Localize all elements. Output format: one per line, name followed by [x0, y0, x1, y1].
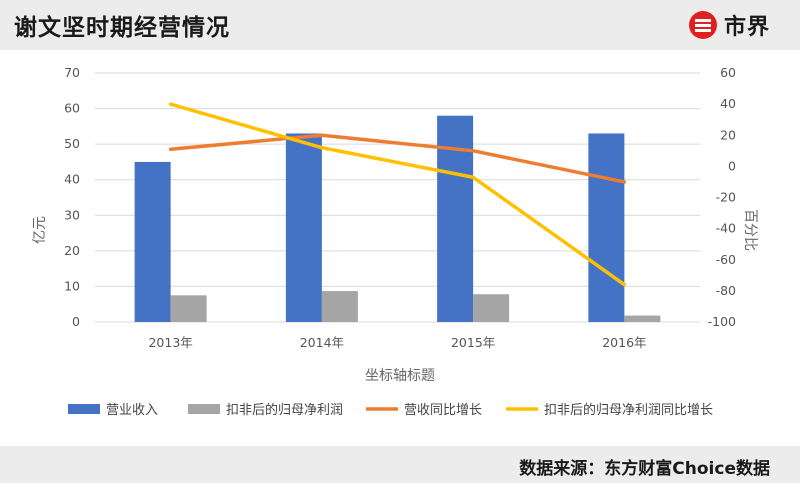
y-axis-title: 亿元 [32, 216, 48, 244]
point-profit-growth-0 [169, 102, 173, 106]
point-profit-growth-3 [622, 283, 626, 287]
point-revenue-growth-0 [169, 147, 173, 151]
point-profit-growth-2 [471, 175, 475, 179]
legend-label-2: 营收同比增长 [404, 403, 482, 418]
header-bar: 谢文坚时期经营情况 市界 [0, 0, 800, 50]
y2-tick-label-7: 40 [720, 96, 736, 111]
legend-label-0: 营业收入 [106, 403, 158, 418]
y2-tick-label-4: -20 [716, 190, 736, 205]
line-revenue-growth [168, 133, 627, 184]
x-tick-label-2: 2015年 [451, 335, 495, 350]
point-revenue-growth-1 [320, 133, 324, 137]
bar-profit-3 [624, 315, 661, 322]
y2-tick-label-6: 20 [720, 127, 736, 142]
y-tick-label-7: 70 [64, 65, 80, 80]
legend-label-1: 扣非后的归母净利润 [226, 402, 343, 418]
x-axis-ticks: 2013年 2014年 2015年 2016年 [148, 335, 646, 350]
brand-icon [688, 11, 717, 39]
footer-bar: 数据来源：东方财富Choice数据 [0, 446, 800, 483]
y-tick-label-5: 50 [64, 136, 80, 151]
y-tick-label-3: 30 [64, 207, 80, 222]
y2-tick-label-3: -40 [716, 221, 736, 236]
y2-axis-title: 百分比 [742, 209, 758, 251]
right-axis-ticks: -100 -80 -60 -40 -20 0 20 40 60 [708, 65, 736, 329]
y2-tick-label-2: -60 [716, 252, 736, 267]
lines-layer [168, 102, 627, 287]
line-profit-growth [168, 102, 627, 287]
bar-profit-0 [170, 295, 207, 322]
x-tick-label-0: 2013年 [148, 335, 192, 350]
legend-swatch-1 [188, 404, 220, 414]
point-profit-growth-1 [320, 146, 324, 150]
brand-name: 市界 [723, 15, 770, 40]
brand-logo: 市界 [688, 9, 770, 41]
point-revenue-growth-2 [471, 149, 475, 153]
bar-revenue-0 [134, 161, 171, 322]
y-tick-label-1: 10 [64, 278, 80, 293]
x-axis-title: 坐标轴标题 [365, 368, 435, 384]
x-tick-label-1: 2014年 [300, 335, 344, 350]
bar-profit-2 [473, 294, 510, 322]
bar-profit-1 [321, 291, 358, 322]
y-tick-label-4: 40 [64, 172, 80, 187]
y-tick-label-0: 0 [72, 314, 80, 329]
bar-revenue-1 [285, 133, 322, 322]
y2-tick-label-0: -100 [708, 314, 736, 329]
left-axis-ticks: 0 10 20 30 40 50 60 70 [64, 65, 80, 329]
data-source: 数据来源：东方财富Choice数据 [519, 459, 770, 479]
legend-label-3: 扣非后的归母净利润同比增长 [544, 402, 713, 418]
legend-swatch-0 [68, 404, 100, 414]
page-title: 谢文坚时期经营情况 [14, 15, 230, 41]
legend: 营业收入 扣非后的归母净利润 营收同比增长 扣非后的归母净利润同比增长 [68, 402, 713, 418]
x-tick-label-3: 2016年 [602, 335, 646, 350]
y2-tick-label-1: -80 [716, 283, 736, 298]
y2-tick-label-5: 0 [728, 158, 736, 173]
y-tick-label-2: 20 [64, 243, 80, 258]
bar-revenue-3 [588, 133, 625, 322]
y-tick-label-6: 60 [64, 101, 80, 116]
y2-tick-label-8: 60 [720, 65, 736, 80]
point-revenue-growth-3 [622, 180, 626, 184]
